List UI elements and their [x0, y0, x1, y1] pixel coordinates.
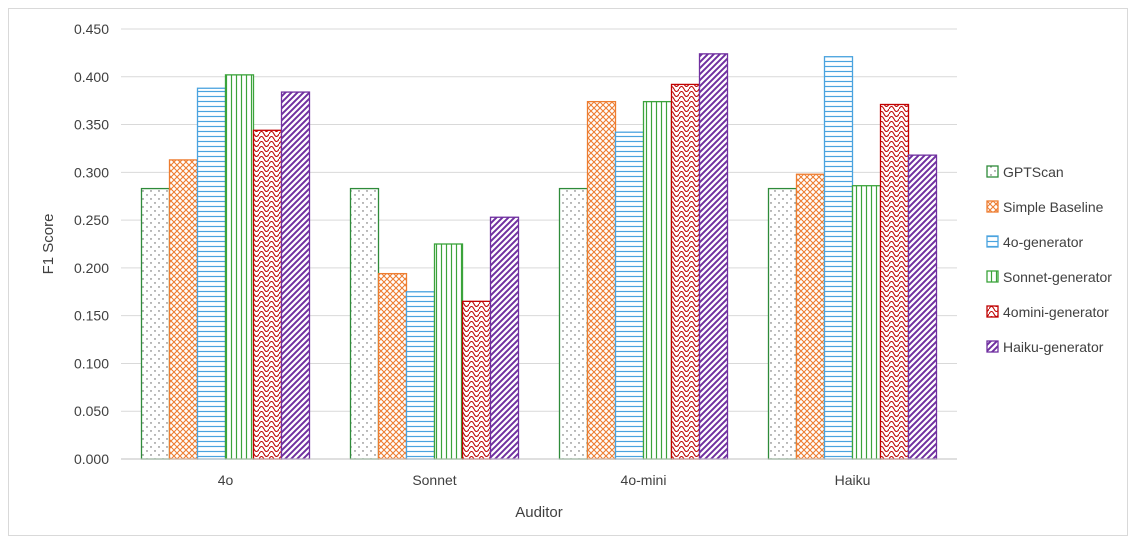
bar-gptscan-haiku — [767, 187, 798, 460]
legend-swatch — [986, 165, 999, 178]
legend-label: GPTScan — [1003, 164, 1064, 180]
bar-simple-baseline-4o-mini — [586, 100, 617, 460]
legend-swatch — [986, 200, 999, 213]
bar-4o-generator-4o-mini — [614, 131, 645, 460]
y-tick-label: 0.250 — [74, 212, 109, 228]
bar-4o-generator-sonnet — [405, 291, 436, 460]
bar-haiku-generator-4o — [280, 91, 311, 460]
y-tick-label: 0.350 — [74, 117, 109, 133]
x-axis-title: Auditor — [515, 504, 563, 521]
bar-chart: 0.000 0.050 0.100 0.150 0.200 0.250 0.300 0.350… — [40, 21, 1112, 521]
y-tick-label: 0.400 — [74, 69, 109, 85]
bar-4omini-generator-4o — [252, 129, 283, 460]
y-tick-label: 0.050 — [74, 403, 109, 419]
legend-swatch — [986, 340, 999, 353]
x-category-label: Sonnet — [412, 472, 456, 488]
bar-gptscan-sonnet — [349, 187, 380, 460]
bar-haiku-generator-4o-mini — [698, 53, 729, 460]
bar-gptscan-4o-mini — [558, 187, 589, 460]
x-category-label: Haiku — [835, 472, 871, 488]
y-tick-label: 0.100 — [74, 355, 109, 371]
legend-swatch — [986, 270, 999, 283]
y-axis-title: F1 Score — [40, 214, 57, 275]
legend-label: 4omini-generator — [1003, 304, 1109, 320]
y-tick-label: 0.000 — [74, 451, 109, 467]
y-axis-ticks: 0.000 0.050 0.100 0.150 0.200 0.250 0.300 0.350… — [74, 21, 109, 467]
bars — [140, 53, 938, 460]
legend-swatch — [986, 235, 999, 248]
bar-4omini-generator-sonnet — [461, 300, 492, 460]
bar-haiku-generator-sonnet — [489, 216, 520, 460]
bar-simple-baseline-haiku — [795, 173, 826, 460]
legend-label: Sonnet-generator — [1003, 269, 1112, 285]
legend-label: 4o-generator — [1003, 234, 1084, 250]
legend: GPTScan Simple Baseline 4o-generator Sonnet… — [986, 164, 1112, 355]
legend-label: Haiku-generator — [1003, 339, 1104, 355]
y-tick-label: 0.300 — [74, 164, 109, 180]
bar-sonnet-generator-sonnet — [433, 243, 464, 460]
chart-frame: 0.000 0.050 0.100 0.150 0.200 0.250 0.300 0.350… — [8, 8, 1128, 536]
bar-sonnet-generator-4o-mini — [642, 100, 673, 460]
x-category-label: 4o — [218, 472, 234, 488]
bar-sonnet-generator-haiku — [851, 185, 882, 460]
y-tick-label: 0.200 — [74, 260, 109, 276]
bar-4o-generator-haiku — [823, 56, 854, 460]
bar-4o-generator-4o — [196, 87, 227, 460]
bar-simple-baseline-4o — [168, 159, 199, 460]
legend-label: Simple Baseline — [1003, 199, 1104, 215]
bar-sonnet-generator-4o — [224, 74, 255, 460]
bar-4omini-generator-haiku — [879, 103, 910, 460]
x-category-label: 4o-mini — [621, 472, 667, 488]
y-tick-label: 0.150 — [74, 308, 109, 324]
legend-swatch — [986, 305, 999, 318]
bar-simple-baseline-sonnet — [377, 272, 408, 460]
x-category-labels: 4o Sonnet 4o-mini Haiku — [218, 472, 871, 488]
y-tick-label: 0.450 — [74, 21, 109, 37]
bar-haiku-generator-haiku — [907, 154, 938, 460]
bar-gptscan-4o — [140, 187, 171, 460]
bar-4omini-generator-4o-mini — [670, 83, 701, 460]
